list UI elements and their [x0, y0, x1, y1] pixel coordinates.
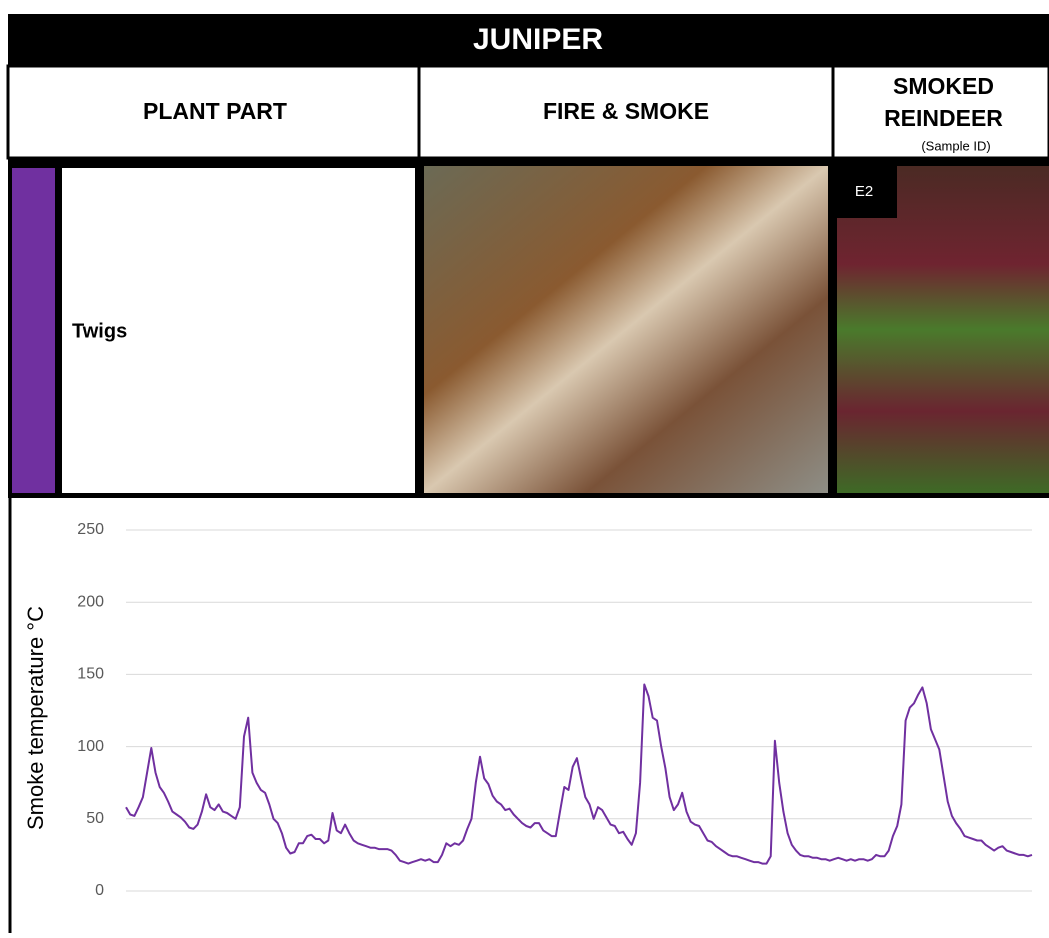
column-header-box: SMOKED REINDEER: [884, 73, 1003, 131]
column-header: SMOKED REINDEER: [884, 73, 1003, 131]
y-tick-label: 0: [95, 882, 104, 899]
data-line: [125, 683, 1033, 865]
column-subheader: (Sample ID): [921, 138, 990, 153]
title: JUNIPER: [473, 23, 603, 56]
y-tick-label: 250: [77, 521, 104, 538]
color-swatch: [12, 168, 55, 493]
y-tick-label: 50: [86, 810, 104, 827]
column-header: PLANT PART: [143, 98, 287, 124]
y-tick-label: 150: [77, 666, 104, 683]
sample-id: E2: [855, 183, 873, 200]
header-row: [6, 64, 1049, 160]
chart-bg: [8, 498, 1049, 933]
fire-photo: [424, 166, 828, 493]
y-axis-label: Smoke temperature °C: [23, 606, 48, 830]
plot: 0 50 100 150 200 250: [77, 521, 1033, 899]
sample-badge: [837, 166, 897, 218]
y-tick-label: 100: [77, 738, 104, 755]
plant-cell: [62, 168, 415, 493]
plant-part: Twigs: [72, 320, 127, 342]
column-header: FIRE & SMOKE: [543, 98, 709, 124]
title-bar: [8, 14, 1049, 66]
reindeer-photo: [837, 166, 1049, 493]
y-tick-label: 200: [77, 593, 104, 610]
